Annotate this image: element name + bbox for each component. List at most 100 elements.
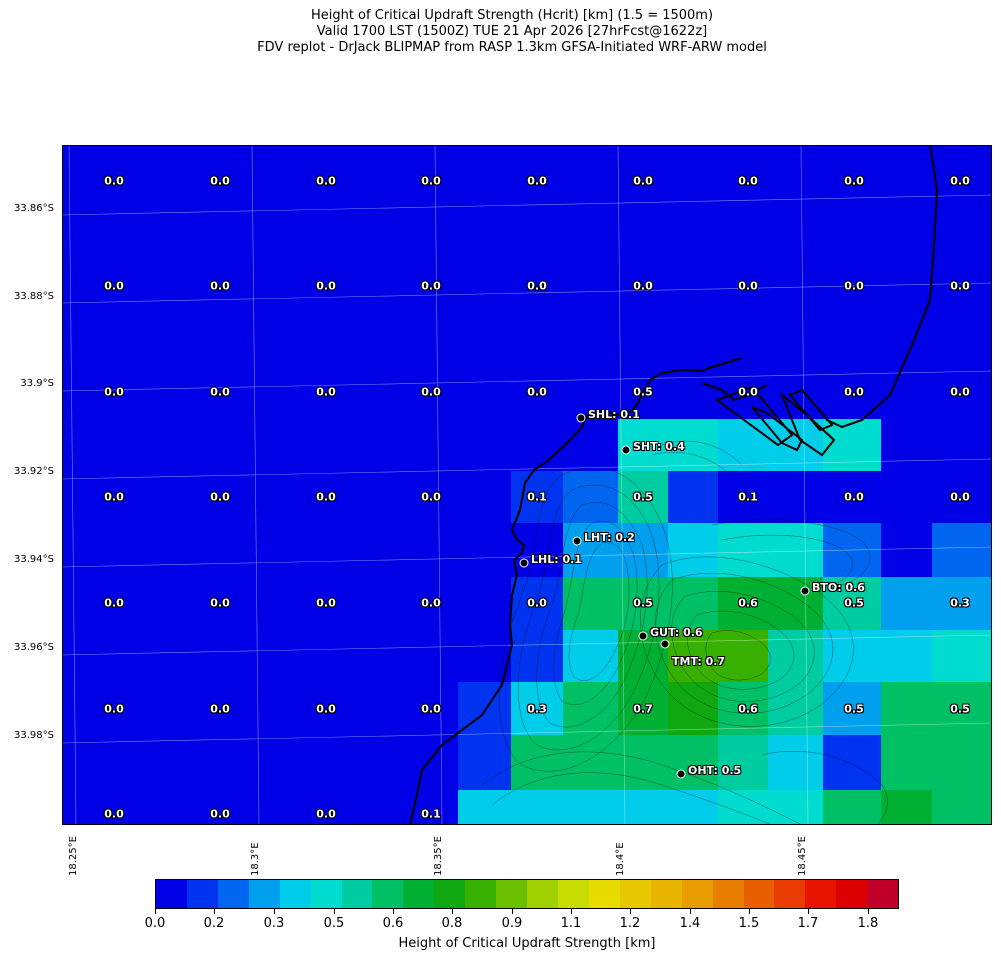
cell bbox=[668, 682, 718, 735]
colorbar-tick-label: 1.2 bbox=[619, 916, 641, 931]
site-marker[interactable] bbox=[676, 769, 686, 779]
cell-value: 0.0 bbox=[104, 490, 124, 504]
cell-value: 0.0 bbox=[316, 702, 336, 716]
colorbar-segment bbox=[712, 880, 744, 908]
colorbar-segment bbox=[743, 880, 775, 908]
colorbar bbox=[155, 879, 899, 909]
cell-value: 0.0 bbox=[104, 702, 124, 716]
colorbar-tick bbox=[214, 909, 215, 914]
cell-value: 0.0 bbox=[104, 807, 124, 821]
site-marker[interactable] bbox=[576, 413, 586, 423]
colorbar-tick bbox=[274, 909, 275, 914]
site-label: GUT: 0.6 bbox=[650, 626, 703, 639]
cell-value: 0.0 bbox=[738, 385, 758, 399]
colorbar-segment bbox=[310, 880, 342, 908]
cell bbox=[932, 735, 992, 790]
cell-value: 0.0 bbox=[104, 279, 124, 293]
colorbar-segment bbox=[774, 880, 806, 908]
cell bbox=[718, 630, 768, 682]
cell bbox=[881, 790, 932, 825]
site-marker[interactable] bbox=[621, 445, 631, 455]
site-label: LHT: 0.2 bbox=[584, 531, 635, 544]
colorbar-segment bbox=[588, 880, 620, 908]
site-marker[interactable] bbox=[660, 639, 670, 649]
cell bbox=[932, 577, 992, 630]
colorbar-tick-label: 1.8 bbox=[857, 916, 879, 931]
colorbar-tick-label: 0.3 bbox=[263, 916, 285, 931]
cell-value: 0.0 bbox=[316, 490, 336, 504]
cell bbox=[881, 577, 932, 630]
site-marker[interactable] bbox=[638, 631, 648, 641]
colorbar-tick-label: 0.0 bbox=[144, 916, 166, 931]
cell-value: 0.0 bbox=[633, 174, 653, 188]
cell bbox=[618, 471, 668, 523]
cell-value: 0.0 bbox=[104, 596, 124, 610]
cell bbox=[668, 630, 718, 682]
cell-value: 0.0 bbox=[527, 279, 547, 293]
colorbar-segment bbox=[496, 880, 528, 908]
title-line-2: Valid 1700 LST (1500Z) TUE 21 Apr 2026 [… bbox=[316, 24, 708, 39]
colorbar-segment bbox=[867, 880, 899, 908]
site-label: OHT: 0.5 bbox=[688, 764, 742, 777]
cell bbox=[618, 419, 668, 471]
map-area[interactable] bbox=[62, 145, 992, 825]
cell-value: 0.1 bbox=[738, 490, 758, 504]
cell bbox=[881, 630, 932, 682]
colorbar-title: Height of Critical Updraft Strength [km] bbox=[398, 936, 656, 951]
colorbar-segment bbox=[156, 880, 187, 908]
cell-value: 0.5 bbox=[844, 702, 864, 716]
cell bbox=[823, 419, 881, 471]
terrain-contours bbox=[481, 440, 888, 825]
cell-value: 0.0 bbox=[633, 279, 653, 293]
cell-value: 0.0 bbox=[527, 174, 547, 188]
cell-value: 0.0 bbox=[844, 174, 864, 188]
cell bbox=[932, 523, 992, 577]
colorbar-segment bbox=[619, 880, 651, 908]
cell bbox=[618, 790, 668, 825]
cell-value: 0.5 bbox=[950, 702, 970, 716]
cell-value: 0.0 bbox=[421, 385, 441, 399]
colorbar-tick bbox=[452, 909, 453, 914]
cell-value: 0.0 bbox=[950, 279, 970, 293]
value-cells bbox=[405, 367, 992, 825]
cell-value: 0.0 bbox=[844, 279, 864, 293]
cell-value: 0.0 bbox=[316, 279, 336, 293]
cell bbox=[618, 682, 668, 735]
lon-tick-label: 18.45°E bbox=[797, 836, 808, 876]
cell bbox=[718, 735, 768, 790]
colorbar-tick-label: 1.5 bbox=[738, 916, 760, 931]
cell-value: 0.0 bbox=[210, 702, 230, 716]
site-label: LHL: 0.1 bbox=[531, 553, 582, 566]
cell-value: 0.0 bbox=[316, 174, 336, 188]
colorbar-tick bbox=[155, 909, 156, 914]
cell bbox=[823, 577, 881, 630]
site-marker[interactable] bbox=[519, 558, 529, 568]
cell-value: 0.0 bbox=[738, 279, 758, 293]
lat-tick-label: 33.88°S bbox=[14, 291, 54, 302]
lat-lon-gridlines bbox=[62, 145, 992, 825]
colorbar-segment bbox=[527, 880, 558, 908]
site-marker[interactable] bbox=[572, 536, 582, 546]
cell-value: 0.0 bbox=[210, 490, 230, 504]
cell-value: 0.7 bbox=[633, 702, 653, 716]
colorbar-tick-label: 1.1 bbox=[560, 916, 582, 931]
site-marker[interactable] bbox=[800, 586, 810, 596]
cell bbox=[511, 577, 563, 630]
cell-value: 0.0 bbox=[421, 702, 441, 716]
colorbar-tick bbox=[393, 909, 394, 914]
colorbar-segment bbox=[186, 880, 218, 908]
cell-value: 0.0 bbox=[210, 385, 230, 399]
cell bbox=[563, 790, 618, 825]
colorbar-segment bbox=[681, 880, 713, 908]
cell-value: 0.0 bbox=[738, 174, 758, 188]
title-line-1: Height of Critical Updraft Strength (Hcr… bbox=[310, 8, 714, 23]
cell bbox=[718, 577, 768, 630]
cell-value: 0.0 bbox=[950, 490, 970, 504]
cell-value: 0.0 bbox=[950, 385, 970, 399]
cell-value: 0.1 bbox=[527, 490, 547, 504]
cell bbox=[768, 630, 823, 682]
cell-value: 0.0 bbox=[844, 385, 864, 399]
colorbar-tick bbox=[512, 909, 513, 914]
site-label: TMT: 0.7 bbox=[672, 655, 726, 668]
cell bbox=[881, 682, 932, 735]
